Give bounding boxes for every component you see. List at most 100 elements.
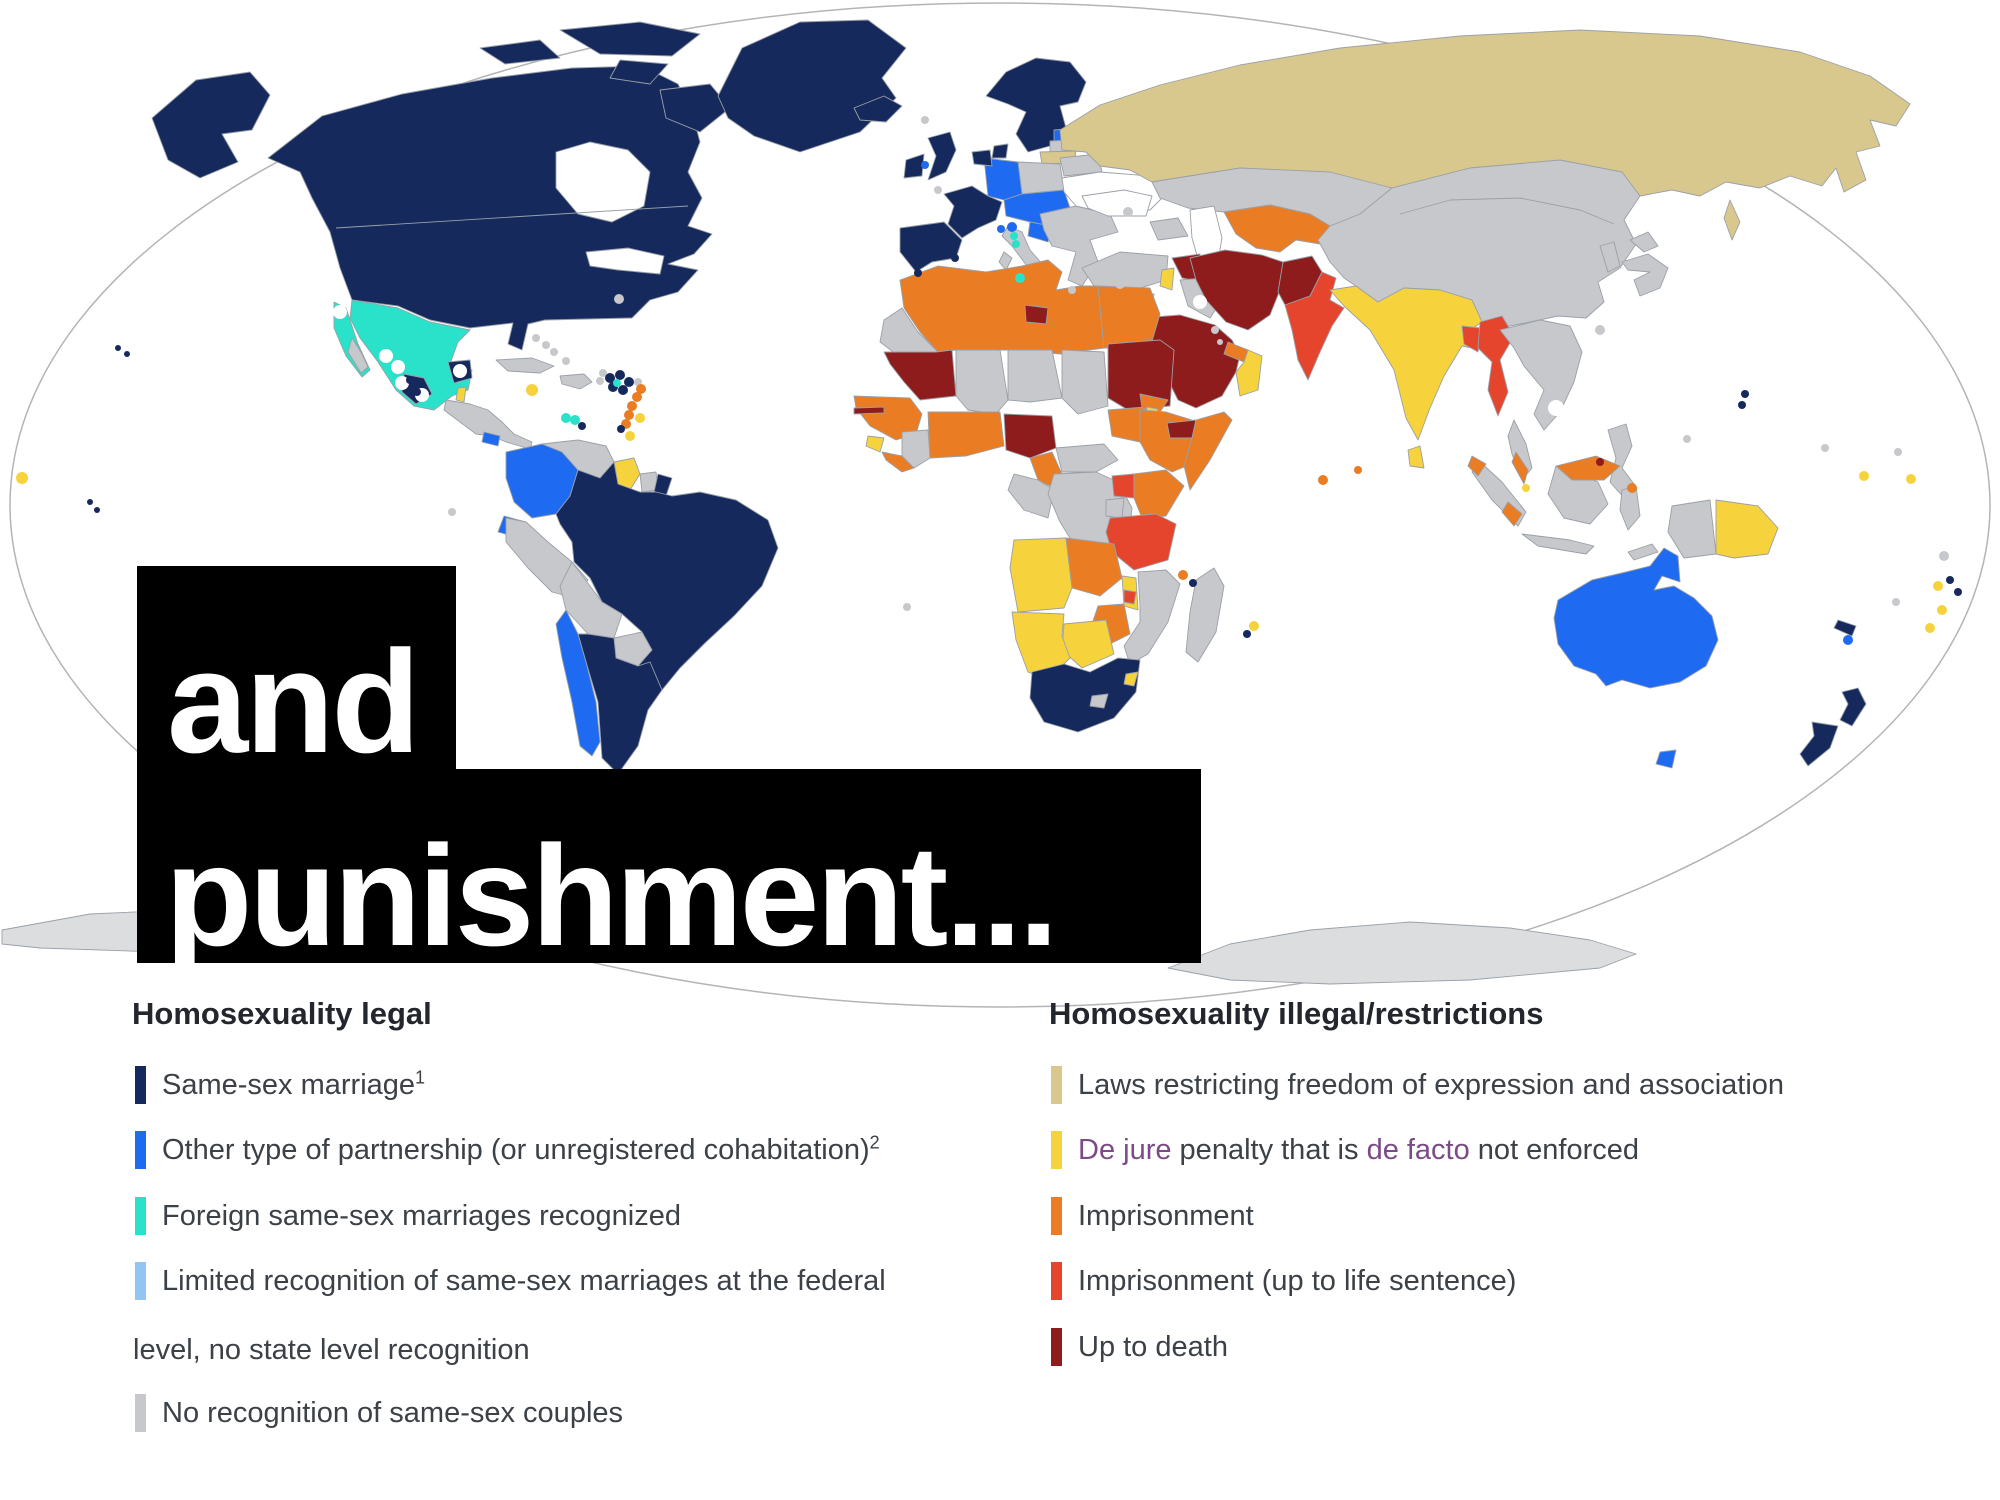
country-japan-honshu <box>1621 253 1669 297</box>
legend-heading-legal: Homosexuality legal <box>132 996 432 1031</box>
region-somaliland <box>1166 419 1197 439</box>
marker-antilles <box>627 401 637 411</box>
swatch-death <box>1051 1328 1062 1366</box>
marker-pacific-east <box>1937 605 1947 615</box>
country-niger <box>1007 349 1063 403</box>
country-nigeria <box>1003 413 1057 459</box>
marker-bahamas <box>532 334 540 342</box>
country-iran <box>1189 249 1284 331</box>
marker-mauritius <box>1249 621 1259 631</box>
legend-label: Foreign same-sex marriages recognized <box>162 1199 681 1232</box>
marker-mindanao <box>1627 483 1637 493</box>
marker-hawaii <box>115 345 121 351</box>
island-hispaniola <box>559 373 593 390</box>
region-nordics <box>985 57 1087 153</box>
marker-mayotte <box>1189 579 1197 587</box>
marker-seychelles <box>1318 475 1328 485</box>
country-costa-rica <box>481 431 501 447</box>
country-oman <box>1235 349 1263 397</box>
country-madagascar <box>1185 567 1225 663</box>
country-tanzania <box>1105 513 1177 571</box>
country-nz-north <box>1839 687 1867 727</box>
island-sakhalin <box>1723 199 1741 241</box>
marker-maldives <box>1354 466 1362 474</box>
marker-bermuda <box>614 294 624 304</box>
marker-antilles <box>618 385 628 395</box>
legend-label: Laws restricting freedom of expression a… <box>1078 1068 1785 1101</box>
marker-vatican <box>1012 240 1020 248</box>
legend-label: Imprisonment <box>1078 1199 1254 1232</box>
island-borneo <box>1547 465 1609 525</box>
title-text: and <box>167 619 421 783</box>
marker-mexico-dot <box>406 376 414 384</box>
region-congo-gabon <box>1007 473 1055 519</box>
legend-label: Limited recognition of same-sex marriage… <box>162 1264 886 1297</box>
swatch-foreign <box>135 1197 146 1235</box>
marker-crete <box>1068 286 1076 294</box>
country-ivory-coast <box>901 429 931 469</box>
region-south-sumatra <box>1501 501 1523 527</box>
title-word-punishment: punishment... <box>137 769 1201 977</box>
legend-heading-illegal: Homosexuality illegal/restrictions <box>1049 996 1544 1031</box>
country-egypt <box>1097 285 1161 349</box>
country-france <box>943 185 1003 239</box>
country-gambia <box>853 406 885 415</box>
marker-kuwait <box>1211 326 1219 334</box>
marker-monaco <box>997 225 1005 233</box>
legend-item-death: Up to death <box>1051 1328 1228 1366</box>
marker-pacific-navy <box>87 499 93 505</box>
swatch-imprisonment <box>1051 1197 1062 1235</box>
country-srilanka <box>1407 445 1425 469</box>
region-central-asia <box>1223 204 1331 253</box>
swatch-none <box>135 1394 146 1432</box>
legend-item-limited-line2: level, no state level recognition <box>133 1334 530 1366</box>
country-pakistan <box>1284 271 1345 381</box>
country-poland <box>1017 161 1065 195</box>
marker-antilles <box>615 370 625 380</box>
country-chile <box>555 609 601 757</box>
swatch-partnership <box>135 1131 146 1169</box>
legend-label: Same-sex marriage1 <box>162 1066 426 1101</box>
marker-antilles <box>624 410 634 420</box>
legend-item-expression: Laws restricting freedom of expression a… <box>1051 1066 1784 1104</box>
marker-pacific-east <box>1954 588 1962 596</box>
country-south-africa <box>1029 657 1141 733</box>
region-ghana-togo-benin <box>927 411 1005 459</box>
legend-item-none: No recognition of same-sex couples <box>135 1394 623 1432</box>
country-chad <box>1061 349 1109 415</box>
title-text: punishment... <box>165 817 1058 977</box>
marker-micronesia <box>1894 448 1902 456</box>
marker-guam <box>1741 390 1749 398</box>
country-zambia <box>1065 537 1123 597</box>
marker-isle-of-man <box>921 161 929 169</box>
marker-pacific-east <box>1892 598 1900 606</box>
country-liberia <box>881 451 915 473</box>
territory-new-caledonia <box>1833 619 1857 637</box>
swatch-dejure <box>1051 1131 1062 1169</box>
marker-antilles <box>632 392 642 402</box>
sea-black <box>1081 189 1153 217</box>
region-baja-sur <box>347 337 369 374</box>
marker-taiwan <box>1595 325 1605 335</box>
country-lebanon <box>1159 267 1175 291</box>
marker-antilles <box>613 379 621 387</box>
marker-antilles <box>624 377 634 387</box>
marker-curacao <box>561 413 571 423</box>
arctic-island <box>609 59 669 85</box>
marker-north-italy <box>1007 222 1017 232</box>
country-ireland <box>903 153 925 179</box>
country-korea <box>1599 241 1621 273</box>
marker-antilles <box>636 384 646 394</box>
country-cuba <box>495 357 555 374</box>
marker-kiribati <box>1859 471 1869 481</box>
country-belize <box>455 386 467 403</box>
arctic-island <box>559 21 701 57</box>
border-us-canada <box>335 205 689 229</box>
marker-antilles <box>599 369 607 377</box>
marker-reunion <box>1243 630 1251 638</box>
marker-fiji <box>1843 635 1853 645</box>
country-china <box>1317 159 1641 329</box>
world-map-svg <box>1 2 1991 1008</box>
marker-galapagos <box>448 508 456 516</box>
marker-hawaii <box>124 351 130 357</box>
